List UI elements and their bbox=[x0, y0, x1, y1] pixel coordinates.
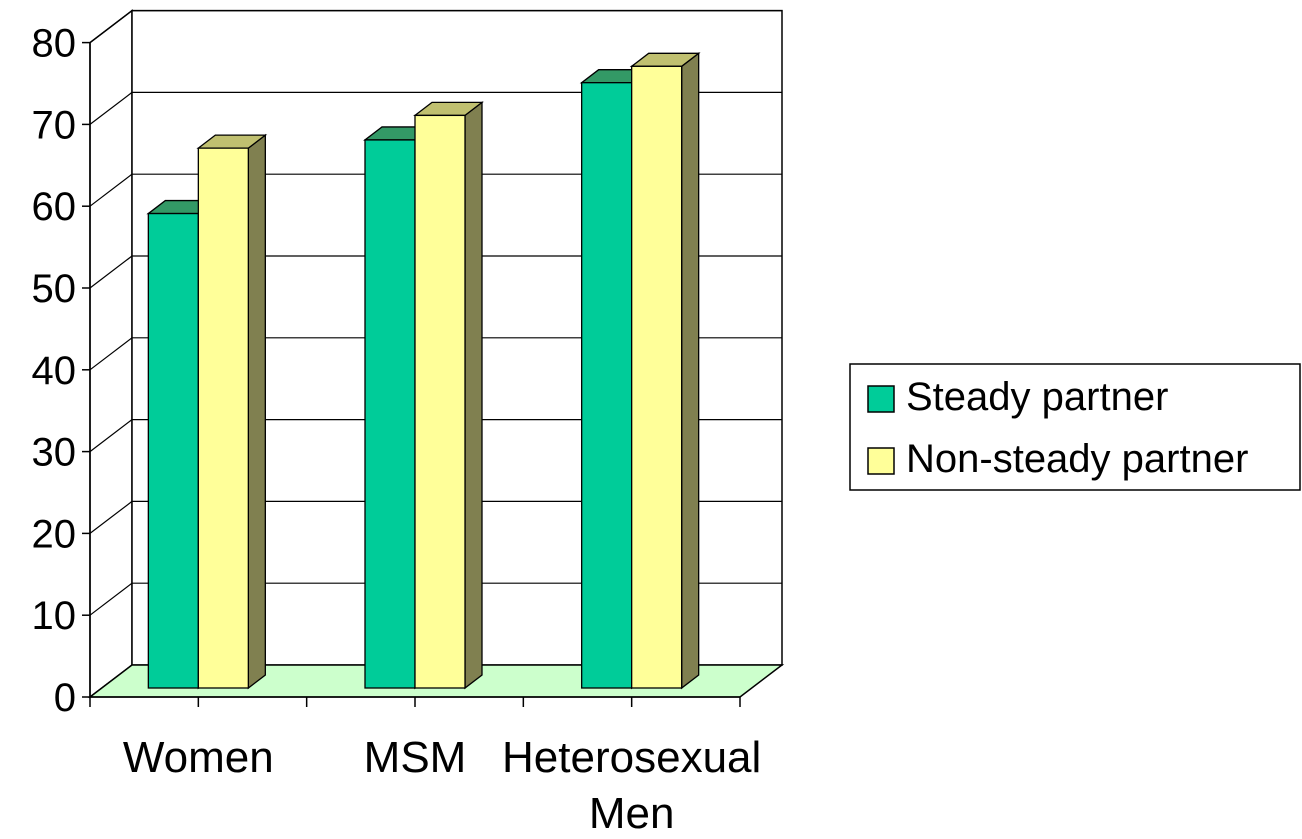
bar-1-1 bbox=[414, 114, 466, 689]
axes bbox=[82, 41, 741, 707]
y-tick-label: 80 bbox=[32, 22, 77, 66]
axis-labels: 0 10 20 30 40 50 60 70 80 Women MSM Heterosexual Men bbox=[32, 22, 762, 838]
y-tick-label: 60 bbox=[32, 185, 77, 229]
bar-0-0 bbox=[147, 212, 199, 689]
x-category-label: MSM bbox=[364, 733, 467, 782]
y-tick-label: 70 bbox=[32, 103, 77, 147]
bar-side-2-1 bbox=[681, 52, 700, 690]
gridline-side bbox=[89, 10, 133, 44]
bar-2-1 bbox=[631, 65, 683, 689]
bar-side-1-1 bbox=[464, 101, 483, 690]
y-tick-label: 0 bbox=[54, 676, 76, 720]
legend-swatch-1 bbox=[867, 447, 895, 475]
bar-2-0 bbox=[581, 82, 633, 689]
bar-1-0 bbox=[364, 139, 416, 689]
legend-label-1: Non-steady partner bbox=[906, 437, 1248, 481]
x-category-label: Men bbox=[589, 789, 675, 838]
y-tick-label: 40 bbox=[32, 349, 77, 393]
gridline-side bbox=[89, 337, 133, 371]
legend-box bbox=[849, 363, 1301, 491]
gridline-side bbox=[89, 419, 133, 453]
legend-label-0: Steady partner bbox=[906, 375, 1168, 419]
bar-0-1 bbox=[197, 147, 249, 689]
gridline-side bbox=[89, 500, 133, 534]
gridline-side bbox=[89, 173, 133, 207]
y-tick-label: 50 bbox=[32, 267, 77, 311]
bars bbox=[146, 52, 701, 690]
gridline-side bbox=[89, 255, 133, 289]
bar-side-0-1 bbox=[247, 133, 266, 690]
legend: Steady partner Non-steady partner bbox=[849, 363, 1301, 491]
gridline-side bbox=[89, 91, 133, 125]
y-tick-label: 10 bbox=[32, 594, 77, 638]
x-category-label: Heterosexual bbox=[502, 733, 761, 782]
y-tick-label: 30 bbox=[32, 431, 77, 475]
y-tick-label: 20 bbox=[32, 512, 77, 556]
legend-swatch-0 bbox=[867, 385, 895, 413]
x-category-label: Women bbox=[123, 733, 274, 782]
gridline-side bbox=[89, 582, 133, 616]
